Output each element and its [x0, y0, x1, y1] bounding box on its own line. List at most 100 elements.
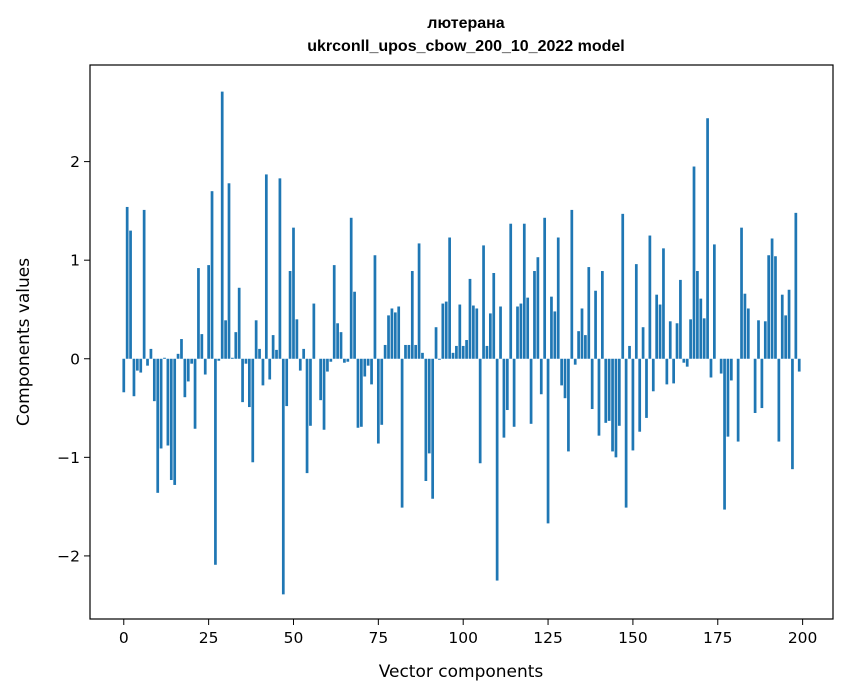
bar-151	[634, 264, 638, 359]
x-tick-label: 50	[284, 629, 304, 647]
bar-159	[662, 248, 665, 359]
bar-52	[298, 358, 302, 371]
bar-34	[237, 287, 241, 359]
bar-122	[536, 257, 540, 359]
bar-120	[529, 358, 533, 424]
bar-22	[197, 268, 200, 359]
bar-19	[186, 358, 190, 382]
bar-169	[696, 271, 699, 359]
bar-108	[488, 313, 492, 359]
bar-144	[611, 358, 614, 452]
bar-121	[533, 271, 536, 359]
y-axis-label: Components values	[14, 258, 34, 426]
x-tick-label: 25	[199, 629, 219, 647]
x-tick-label: 100	[448, 629, 478, 647]
bar-17	[180, 339, 183, 359]
bar-35	[241, 358, 244, 403]
bar-27	[214, 358, 217, 565]
bar-184	[746, 308, 750, 359]
bar-172	[706, 118, 709, 359]
bar-123	[539, 358, 543, 395]
bar-73	[370, 358, 373, 385]
bar-44	[271, 335, 275, 359]
bar-155	[648, 235, 652, 359]
x-tick-label: 175	[703, 629, 733, 647]
x-tick-label: 75	[368, 629, 388, 647]
bar-98	[455, 345, 458, 359]
bar-102	[468, 278, 472, 359]
bar-4	[135, 358, 139, 371]
bar-119	[526, 297, 530, 359]
bar-99	[458, 304, 462, 359]
bar-65	[343, 358, 346, 363]
bar-63	[336, 323, 339, 359]
plot-frame	[89, 64, 834, 620]
bar-135	[580, 308, 584, 359]
bar-166	[685, 358, 689, 367]
bar-78	[387, 315, 390, 359]
bar-6	[142, 209, 146, 359]
bar-193	[777, 358, 781, 442]
bar-145	[614, 358, 618, 458]
bar-53	[302, 348, 306, 359]
bar-170	[699, 298, 703, 359]
bar-96	[448, 237, 451, 359]
bar-45	[275, 349, 278, 359]
bar-139	[594, 290, 597, 359]
bar-105	[478, 358, 482, 464]
bar-109	[492, 273, 496, 359]
x-tick-label: 0	[119, 629, 129, 647]
bar-18	[183, 358, 187, 398]
bar-131	[567, 358, 570, 452]
bar-158	[658, 304, 662, 359]
bar-82	[400, 358, 404, 508]
bar-174	[713, 244, 716, 359]
bar-196	[787, 289, 791, 359]
bar-110	[495, 358, 499, 581]
bar-171	[702, 318, 706, 359]
y-tick-label: −1	[57, 449, 80, 467]
y-tick-label: −2	[57, 547, 80, 565]
bar-11	[159, 358, 163, 449]
bar-168	[692, 166, 696, 359]
bar-197	[791, 358, 794, 470]
y-tick-label: 0	[70, 350, 80, 368]
bar-71	[363, 358, 367, 377]
bar-30	[224, 320, 227, 359]
bar-3	[132, 358, 136, 397]
bar-126	[550, 296, 553, 359]
bar-92	[434, 327, 438, 359]
bar-75	[376, 358, 380, 444]
bar-152	[638, 358, 642, 432]
bar-33	[234, 332, 238, 359]
chart-subtitle: ukrconll_upos_cbow_200_10_2022 model	[307, 38, 624, 55]
bar-132	[570, 209, 574, 359]
bar-94	[441, 303, 445, 359]
bar-154	[645, 358, 648, 418]
bar-106	[482, 245, 485, 359]
bar-85	[410, 271, 414, 359]
bar-55	[309, 358, 312, 426]
bar-188	[760, 358, 764, 409]
bar-83	[404, 344, 407, 359]
bar-29	[220, 91, 224, 359]
bar-116	[516, 306, 519, 359]
bar-51	[295, 319, 299, 359]
bar-77	[383, 344, 387, 359]
bar-10	[156, 358, 160, 493]
bar-113	[505, 358, 509, 411]
bar-190	[767, 255, 771, 359]
bar-42	[264, 174, 268, 359]
bar-147	[621, 213, 625, 359]
bar-81	[397, 306, 401, 359]
bar-143	[607, 358, 611, 421]
bar-64	[339, 332, 343, 359]
x-axis-ticks: 0 25 50 75 100 125 150 175 200	[119, 619, 817, 647]
bar-146	[617, 358, 621, 426]
bar-140	[597, 358, 601, 436]
bar-130	[563, 358, 567, 399]
bar-14	[169, 358, 173, 481]
bar-16	[176, 353, 180, 359]
bar-163	[675, 323, 679, 359]
